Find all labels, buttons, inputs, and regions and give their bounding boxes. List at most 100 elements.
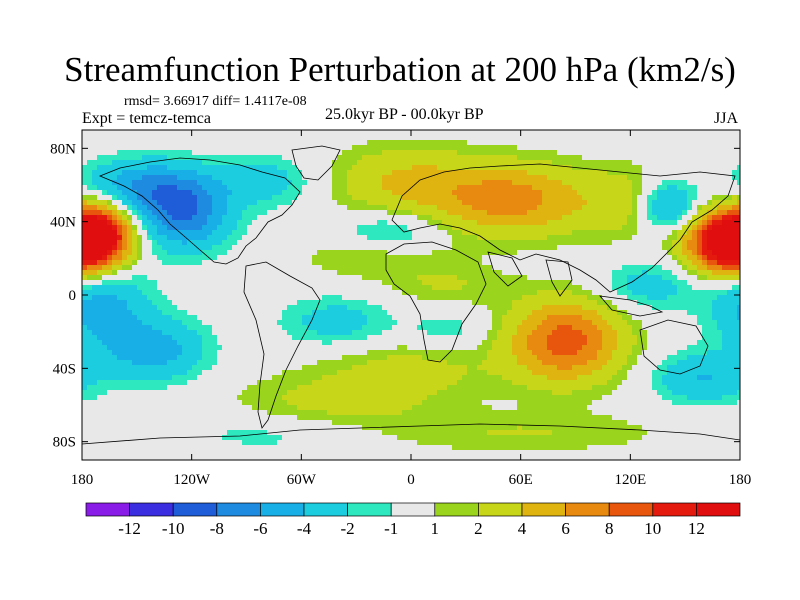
field-cell: [482, 290, 488, 296]
field-cell: [177, 285, 183, 291]
field-cell: [537, 155, 543, 161]
field-cell: [102, 235, 108, 241]
field-cell: [562, 185, 568, 191]
field-cell: [122, 165, 128, 171]
field-cell: [302, 235, 308, 241]
field-cell: [347, 205, 353, 211]
field-cell: [492, 150, 498, 156]
field-cell: [407, 200, 413, 206]
field-cell: [347, 305, 353, 311]
field-cell: [442, 305, 448, 311]
field-cell: [117, 240, 123, 246]
field-cell: [662, 220, 668, 226]
field-cell: [437, 210, 443, 216]
field-cell: [417, 235, 423, 241]
field-cell: [257, 265, 263, 271]
field-cell: [277, 185, 283, 191]
field-cell: [302, 315, 308, 321]
field-cell: [727, 310, 733, 316]
field-cell: [632, 200, 638, 206]
field-cell: [162, 195, 168, 201]
field-cell: [407, 175, 413, 181]
field-cell: [522, 150, 528, 156]
field-cell: [477, 185, 483, 191]
field-cell: [412, 135, 418, 141]
field-cell: [452, 315, 458, 321]
field-cell: [727, 250, 733, 256]
field-cell: [722, 250, 728, 256]
field-cell: [322, 245, 328, 251]
field-cell: [642, 130, 648, 136]
field-cell: [257, 235, 263, 241]
field-cell: [182, 265, 188, 271]
field-cell: [92, 310, 98, 316]
field-cell: [627, 205, 633, 211]
field-cell: [532, 285, 538, 291]
field-cell: [607, 255, 613, 261]
field-cell: [397, 280, 403, 286]
field-cell: [712, 130, 718, 136]
field-cell: [642, 300, 648, 306]
field-cell: [217, 275, 223, 281]
field-cell: [657, 290, 663, 296]
field-cell: [662, 280, 668, 286]
field-cell: [232, 160, 238, 166]
field-cell: [122, 150, 128, 156]
field-cell: [622, 290, 628, 296]
field-cell: [92, 130, 98, 136]
field-cell: [672, 165, 678, 171]
field-cell: [712, 230, 718, 236]
field-cell: [257, 205, 263, 211]
field-cell: [302, 195, 308, 201]
field-cell: [197, 240, 203, 246]
field-cell: [687, 210, 693, 216]
field-cell: [572, 250, 578, 256]
field-cell: [252, 135, 258, 141]
field-cell: [732, 265, 738, 271]
field-cell: [252, 290, 258, 296]
field-cell: [422, 170, 428, 176]
field-cell: [347, 215, 353, 221]
field-cell: [502, 220, 508, 226]
field-cell: [702, 250, 708, 256]
field-cell: [707, 165, 713, 171]
field-cell: [227, 245, 233, 251]
field-cell: [227, 195, 233, 201]
field-cell: [202, 255, 208, 261]
field-cell: [567, 240, 573, 246]
field-cell: [147, 185, 153, 191]
field-cell: [292, 130, 298, 136]
field-cell: [337, 235, 343, 241]
field-cell: [682, 185, 688, 191]
field-cell: [387, 270, 393, 276]
field-cell: [672, 310, 678, 316]
field-cell: [352, 250, 358, 256]
field-cell: [577, 205, 583, 211]
field-cell: [242, 190, 248, 196]
field-cell: [727, 290, 733, 296]
field-cell: [107, 315, 113, 321]
field-cell: [487, 180, 493, 186]
field-cell: [657, 185, 663, 191]
field-cell: [622, 140, 628, 146]
field-cell: [697, 185, 703, 191]
field-cell: [547, 225, 553, 231]
field-cell: [567, 145, 573, 151]
field-cell: [277, 210, 283, 216]
field-cell: [627, 230, 633, 236]
field-cell: [137, 140, 143, 146]
field-cell: [382, 250, 388, 256]
field-cell: [112, 130, 118, 136]
field-cell: [467, 260, 473, 266]
field-cell: [217, 245, 223, 251]
field-cell: [562, 230, 568, 236]
field-cell: [302, 210, 308, 216]
field-cell: [182, 260, 188, 266]
field-cell: [502, 160, 508, 166]
field-cell: [402, 140, 408, 146]
field-cell: [627, 300, 633, 306]
field-cell: [482, 190, 488, 196]
field-cell: [662, 165, 668, 171]
field-cell: [557, 310, 563, 316]
field-cell: [422, 135, 428, 141]
